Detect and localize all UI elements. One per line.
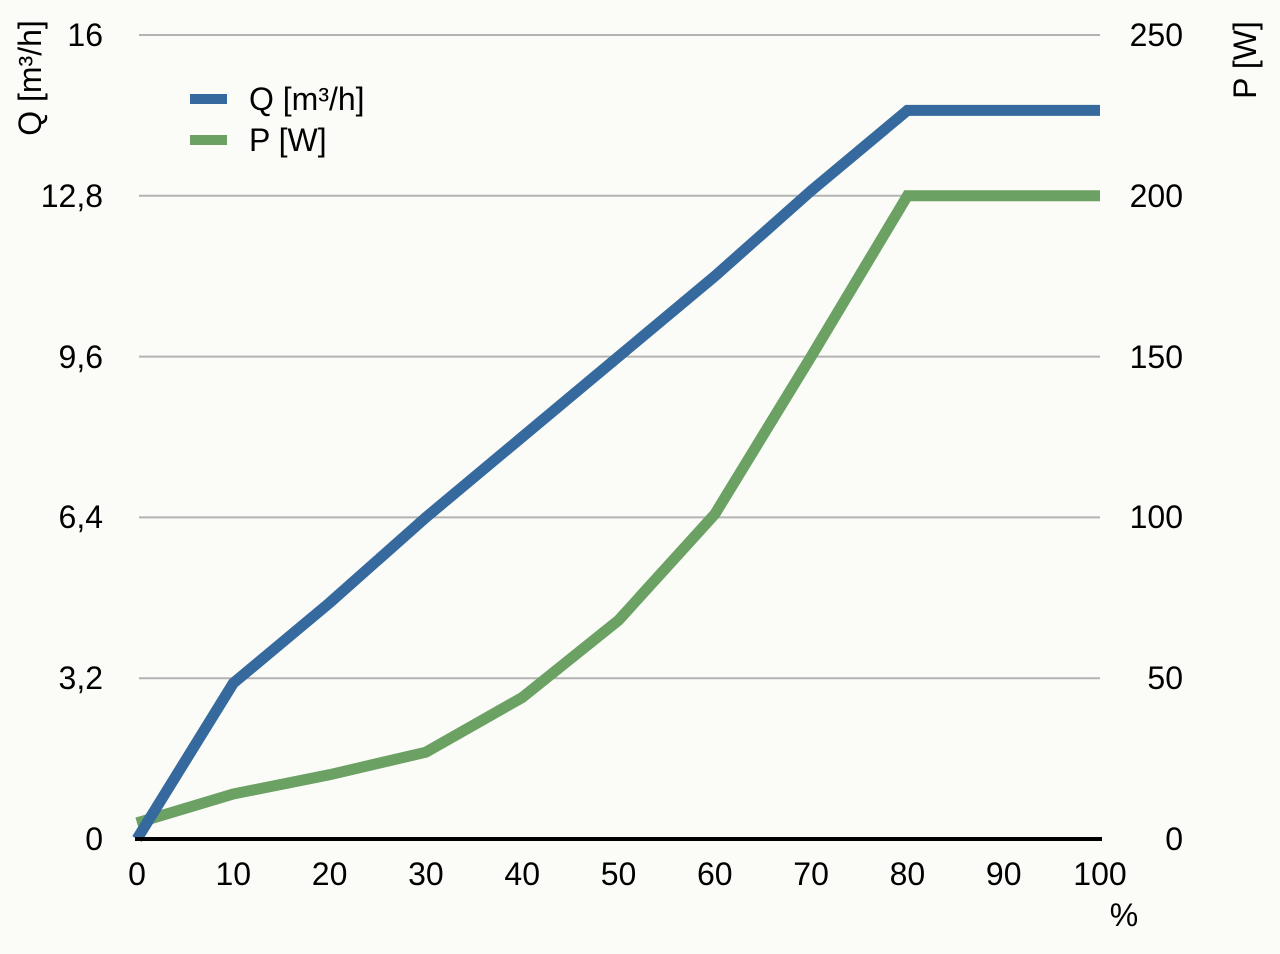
- legend-label-p: P [W]: [249, 122, 327, 158]
- y-left-tick-label: 9,6: [58, 338, 103, 375]
- y-right-tick-label: 0: [1165, 821, 1183, 857]
- legend-entry-p: P [W]: [190, 121, 365, 159]
- legend-swatch-p-icon: [190, 135, 227, 145]
- legend-entry-q: Q [m³/h]: [190, 80, 365, 118]
- legend: Q [m³/h] P [W]: [190, 80, 365, 159]
- legend-swatch-q-icon: [190, 94, 227, 104]
- x-tick-label: 100: [1073, 856, 1127, 892]
- y-left-tick-label: 12,8: [40, 177, 103, 214]
- x-tick-label: 90: [985, 856, 1022, 892]
- x-tick-label: 10: [215, 856, 252, 892]
- y-left-tick-label: 6,4: [58, 499, 103, 536]
- x-tick-label: 50: [600, 856, 637, 892]
- y-left-tick-label: 16: [67, 17, 103, 53]
- y-right-tick-label: 250: [1129, 17, 1183, 53]
- series-line-1: [135, 190, 1100, 829]
- y-right-tick-label: 50: [1147, 660, 1183, 697]
- y-right-tick-label: 100: [1129, 499, 1183, 536]
- x-tick-label: 0: [128, 856, 146, 892]
- x-tick-label: 30: [408, 856, 444, 892]
- x-tick-label: 80: [889, 856, 926, 892]
- legend-label-q: Q [m³/h]: [249, 81, 365, 117]
- y-left-tick-label: 0: [85, 821, 103, 857]
- x-axis-unit-label: %: [1109, 897, 1139, 933]
- y-left-tick-label: 3,2: [58, 660, 103, 697]
- x-tick-label: 40: [504, 856, 540, 892]
- y-right-tick-label: 150: [1129, 338, 1183, 375]
- series-line-0: [132, 104, 1100, 842]
- y-right-tick-label: 200: [1129, 177, 1183, 214]
- x-tick-label: 60: [697, 856, 733, 892]
- x-tick-label: 70: [793, 856, 829, 892]
- right-axis-title: P [W]: [1227, 21, 1263, 99]
- x-tick-label: 20: [311, 856, 348, 892]
